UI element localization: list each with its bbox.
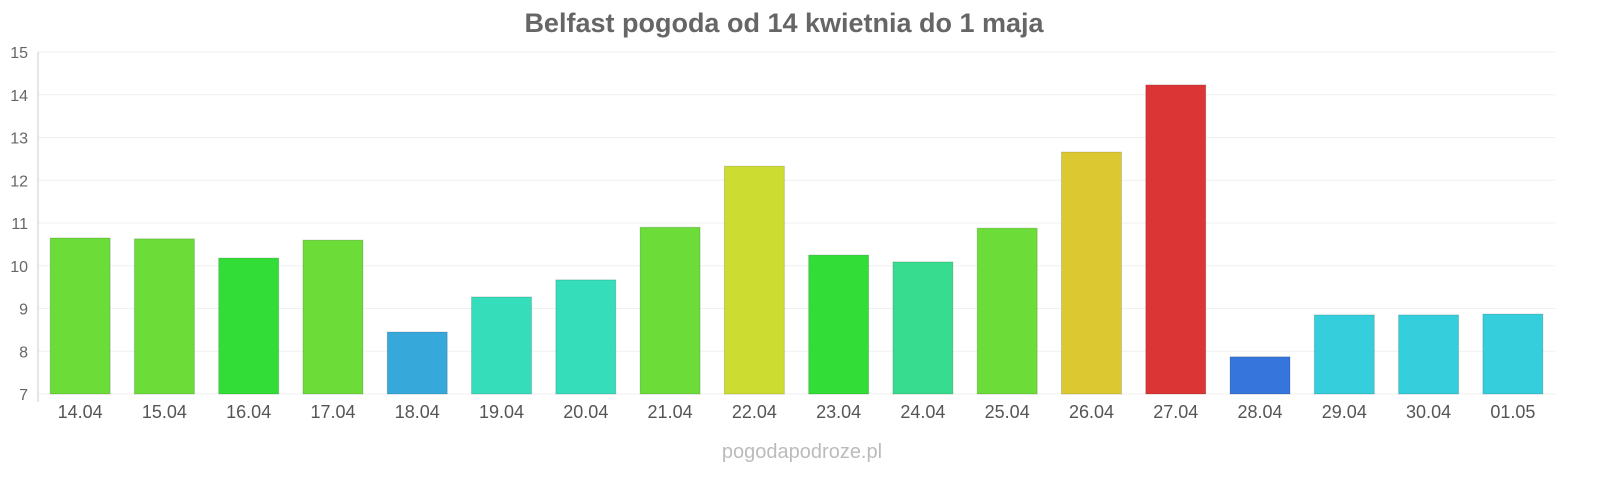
x-tick-label: 27.04: [1153, 402, 1198, 422]
bar: [1482, 313, 1544, 395]
x-tick-label: 23.04: [816, 402, 861, 422]
bar: [133, 238, 195, 395]
bar: [49, 237, 111, 395]
gridlines: [38, 51, 1555, 395]
bar: [1060, 151, 1122, 395]
bar: [471, 296, 533, 395]
x-tick-label: 20.04: [563, 402, 608, 422]
x-tick-label: 25.04: [985, 402, 1030, 422]
bar: [976, 227, 1038, 395]
y-tick-label: 12: [10, 173, 28, 190]
y-tick-label: 14: [10, 88, 28, 105]
x-tick-label: 14.04: [58, 402, 103, 422]
x-tick-label: 01.05: [1490, 402, 1535, 422]
x-tick-label: 30.04: [1406, 402, 1451, 422]
bar: [1398, 314, 1460, 395]
bar: [808, 254, 870, 395]
x-tick-label: 24.04: [900, 402, 945, 422]
x-tick-label: 29.04: [1322, 402, 1367, 422]
bar: [1313, 314, 1375, 395]
x-tick-label: 18.04: [395, 402, 440, 422]
y-tick-label: 15: [10, 45, 28, 62]
x-tick-label: 22.04: [732, 402, 777, 422]
bar: [1229, 356, 1291, 395]
y-tick-label: 11: [11, 216, 28, 233]
x-tick-label: 19.04: [479, 402, 524, 422]
x-tick-label: 15.04: [142, 402, 187, 422]
x-tick-label: 17.04: [310, 402, 355, 422]
x-tick-label: 28.04: [1238, 402, 1283, 422]
y-tick-label: 13: [10, 131, 28, 148]
y-tick-label: 9: [19, 302, 28, 319]
x-axis: 14.04 15.04 16.04 17.04 18.04 19.04 20.04 21.04…: [58, 402, 1536, 422]
bars: [49, 84, 1544, 395]
bar: [386, 331, 448, 395]
bar: [218, 257, 280, 395]
bar: [892, 261, 954, 395]
footer-watermark: pogodapodroze.pl: [722, 441, 882, 463]
y-tick-label: 7: [19, 387, 28, 404]
chart-title: Belfast pogoda od 14 kwietnia do 1 maja: [524, 8, 1044, 38]
x-tick-label: 26.04: [1069, 402, 1114, 422]
bar: [639, 226, 701, 395]
bar: [1145, 84, 1207, 395]
y-axis: 7 8 9 10 11 12 13 14 15: [10, 45, 28, 404]
bar: [302, 239, 364, 395]
y-tick-label: 8: [19, 344, 28, 361]
x-tick-label: 16.04: [226, 402, 271, 422]
bar: [555, 279, 617, 395]
y-tick-label: 10: [10, 259, 28, 276]
bar: [723, 165, 785, 395]
x-tick-label: 21.04: [648, 402, 693, 422]
